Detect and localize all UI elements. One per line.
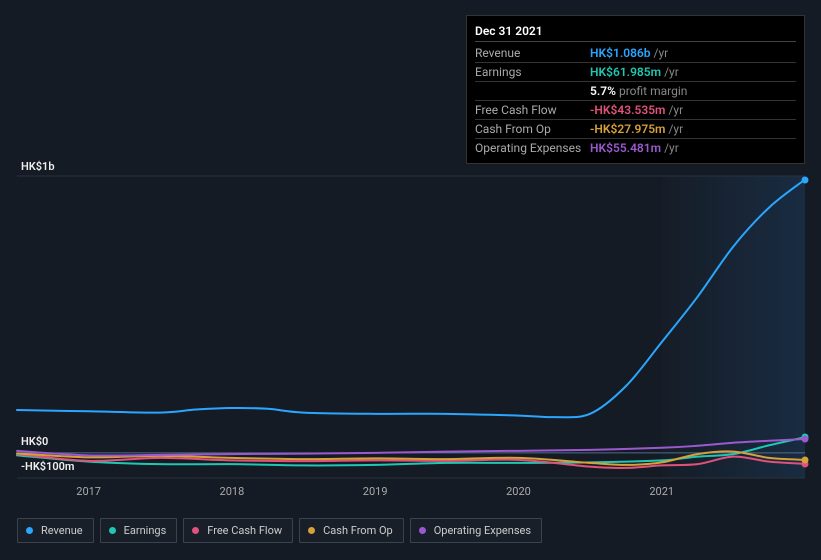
legend-dot-icon [192, 527, 199, 534]
chart-tooltip: Dec 31 2021 RevenueHK$1.086b/yrEarningsH… [466, 15, 805, 164]
xaxis-tick-label: 2019 [363, 485, 388, 498]
xaxis-tick-label: 2017 [76, 485, 101, 498]
series-end-dot [802, 176, 809, 183]
tooltip-row: Operating ExpensesHK$55.481m/yr [475, 139, 796, 157]
series-line [17, 180, 805, 418]
plot-area[interactable] [17, 176, 805, 478]
yaxis-tick-label: HK$1b [21, 160, 55, 173]
yaxis-tick-label: HK$0 [21, 435, 48, 448]
tooltip-row-value: HK$1.086b [590, 46, 651, 60]
tooltip-row: 5.7%profit margin [475, 82, 796, 101]
legend-dot-icon [109, 527, 116, 534]
tooltip-row-suffix: profit margin [619, 84, 687, 98]
legend-item[interactable]: Revenue [17, 518, 94, 543]
series-end-dot [802, 435, 809, 442]
tooltip-row: EarningsHK$61.985m/yr [475, 63, 796, 82]
legend-item-label: Free Cash Flow [207, 524, 282, 537]
tooltip-row-value: 5.7% [590, 84, 616, 98]
tooltip-row-label: Earnings [475, 65, 590, 79]
tooltip-row-suffix: /yr [654, 46, 669, 60]
legend-dot-icon [419, 527, 426, 534]
tooltip-row-value: HK$61.985m [590, 65, 661, 79]
tooltip-row-suffix: /yr [664, 141, 679, 155]
xaxis-tick-label: 2020 [506, 485, 531, 498]
financial-chart: HK$1b HK$0 -HK$100m 2017 2018 2019 2020 2021 D… [0, 0, 821, 560]
tooltip-row: Cash From Op-HK$27.975m/yr [475, 120, 796, 139]
legend-item[interactable]: Free Cash Flow [183, 518, 293, 543]
legend-item[interactable]: Cash From Op [299, 518, 404, 543]
legend-dot-icon [26, 527, 33, 534]
xaxis-tick-label: 2021 [649, 485, 674, 498]
legend-item-label: Cash From Op [323, 524, 393, 537]
xaxis-tick-label: 2018 [220, 485, 245, 498]
tooltip-row-suffix: /yr [664, 65, 679, 79]
legend-item-label: Earnings [124, 524, 167, 537]
tooltip-row-label [475, 84, 590, 98]
tooltip-row-label: Cash From Op [475, 122, 590, 136]
legend-item-label: Operating Expenses [434, 524, 531, 537]
legend-item[interactable]: Earnings [100, 518, 178, 543]
tooltip-row-value: -HK$43.535m [590, 103, 665, 117]
chart-legend: Revenue Earnings Free Cash Flow Cash From O… [17, 518, 542, 543]
tooltip-row-value: HK$55.481m [590, 141, 661, 155]
tooltip-row: Free Cash Flow-HK$43.535m/yr [475, 101, 796, 120]
tooltip-row: RevenueHK$1.086b/yr [475, 44, 796, 63]
tooltip-row-suffix: /yr [668, 122, 683, 136]
tooltip-row-label: Free Cash Flow [475, 103, 590, 117]
tooltip-row-label: Revenue [475, 46, 590, 60]
series-end-dot [802, 456, 809, 463]
legend-item-label: Revenue [41, 524, 83, 537]
legend-dot-icon [308, 527, 315, 534]
tooltip-row-label: Operating Expenses [475, 141, 590, 155]
tooltip-row-value: -HK$27.975m [590, 122, 665, 136]
tooltip-row-suffix: /yr [668, 103, 683, 117]
yaxis-tick-label: -HK$100m [21, 460, 75, 473]
tooltip-date: Dec 31 2021 [475, 20, 796, 42]
legend-item[interactable]: Operating Expenses [410, 518, 542, 543]
